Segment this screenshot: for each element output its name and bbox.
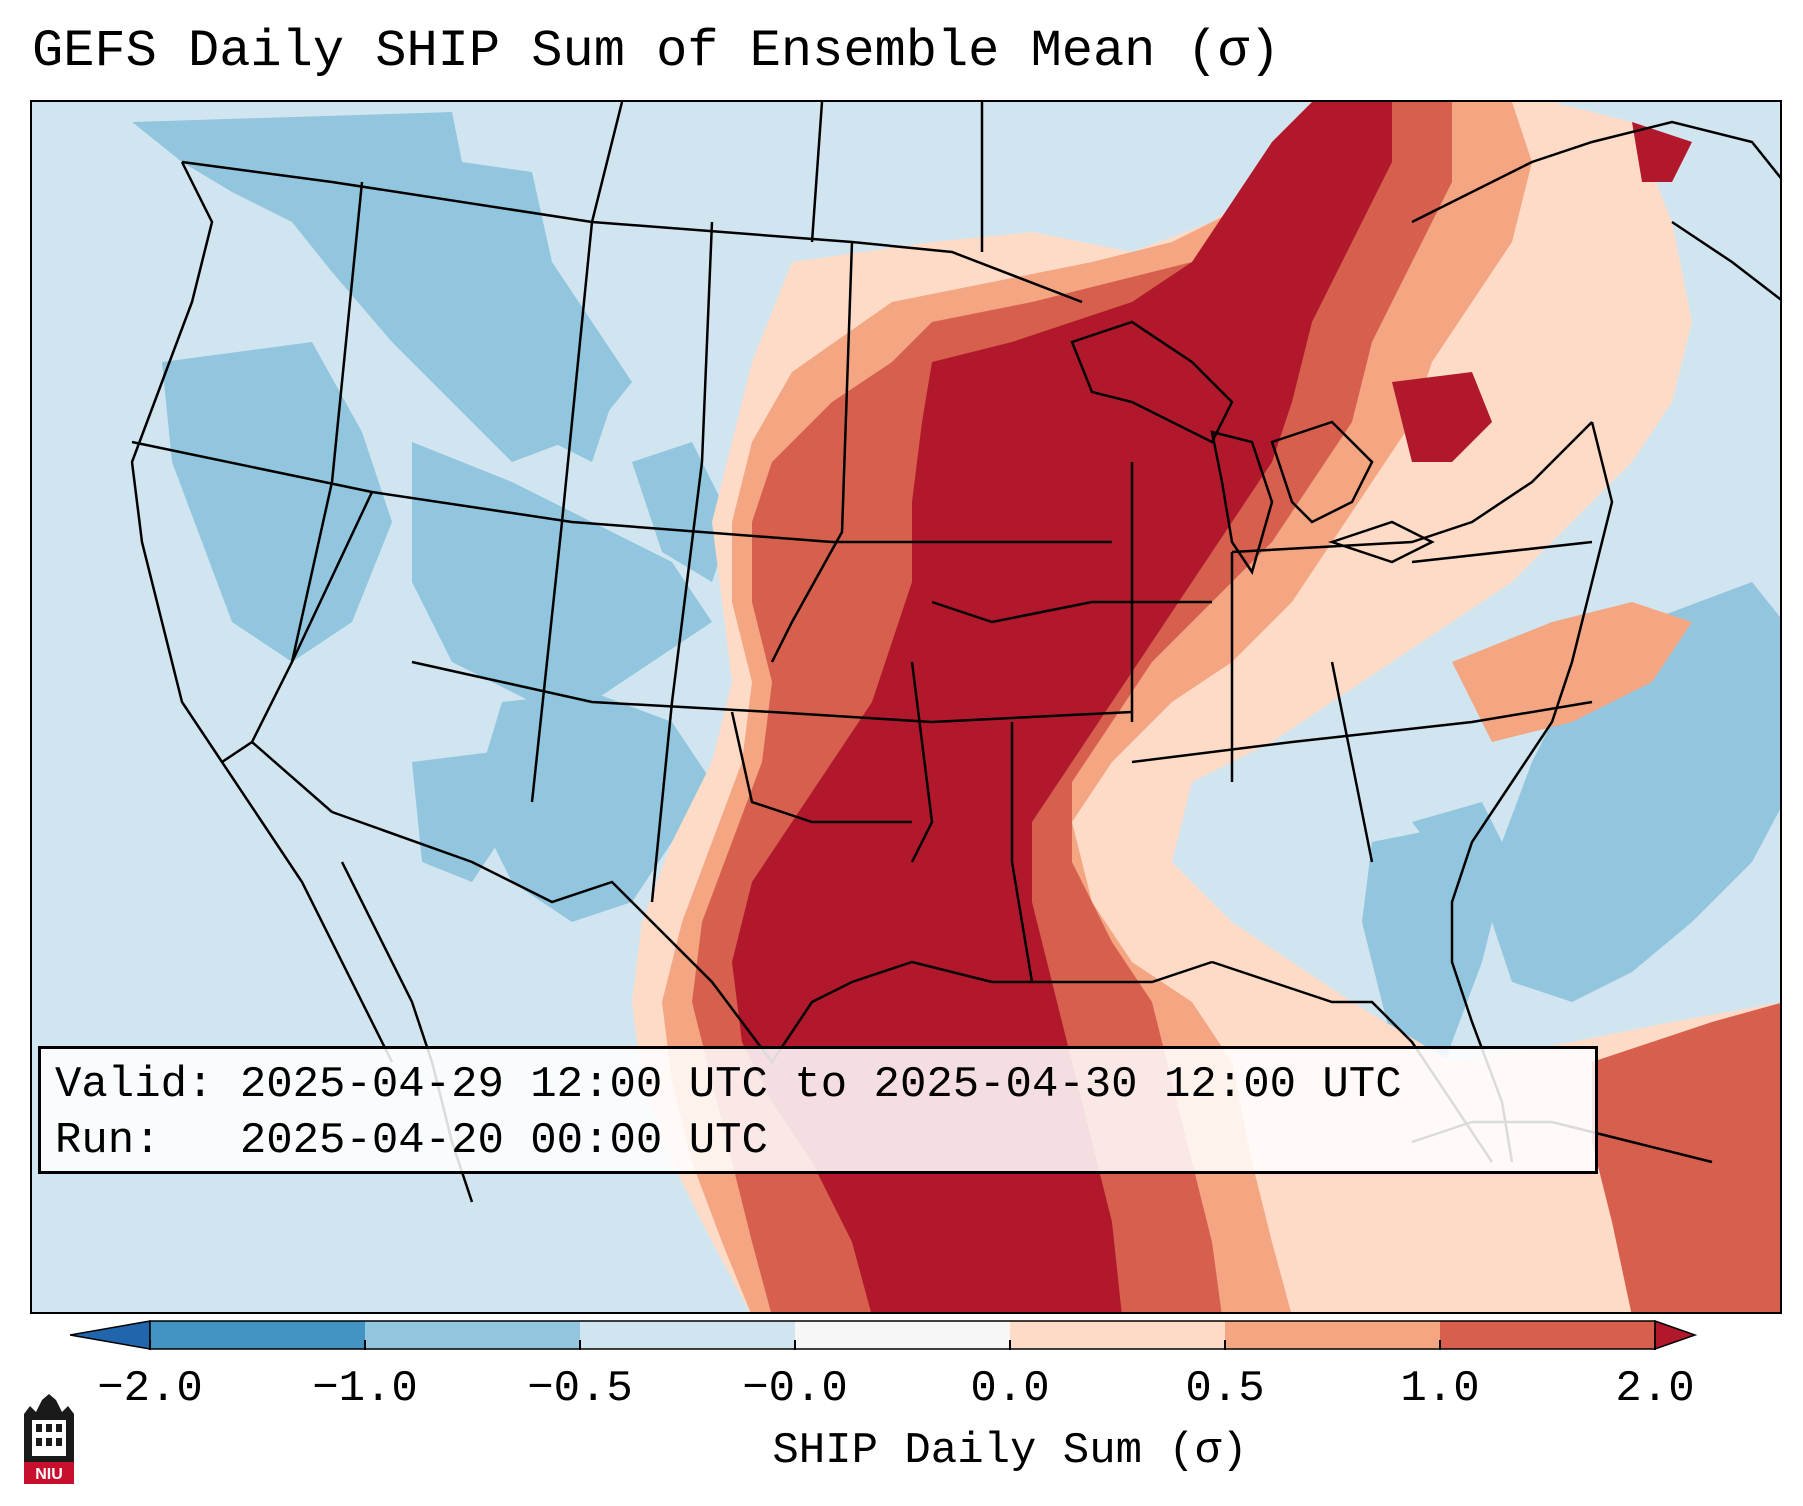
colorbar-tick-label: −0.5 [527,1364,633,1414]
colorbar-segment [795,1321,1010,1349]
colorbar-tick-label: 1.0 [1400,1364,1480,1414]
logo-text: NIU [35,1466,63,1483]
niu-logo-icon: NIU [24,1394,74,1484]
colorbar-tick-label: 0.5 [1185,1364,1265,1414]
info-box: Valid: 2025-04-29 12:00 UTC to 2025-04-3… [38,1046,1598,1174]
colorbar [70,1320,1698,1351]
valid-time-text: Valid: 2025-04-29 12:00 UTC to 2025-04-3… [55,1060,1402,1110]
positive-anomaly-regions [632,102,1780,1312]
colorbar-tick-label: 0.0 [970,1364,1050,1414]
state-boundaries [130,102,1780,1203]
colorbar-segment [150,1321,365,1349]
colorbar-outline [149,1320,1656,1350]
run-time-text: Run: 2025-04-20 00:00 UTC [55,1116,768,1166]
map-title: GEFS Daily SHIP Sum of Ensemble Mean (σ) [32,22,1281,81]
colorbar-tick-label: −2.0 [97,1364,203,1414]
colorbar-tick-label: −0.0 [742,1364,848,1414]
colorbar-label: SHIP Daily Sum (σ) [772,1426,1248,1476]
colorbar-extend-low [70,1320,151,1350]
colorbar-tick-label: 2.0 [1615,1364,1695,1414]
colorbar-extend-high [1654,1320,1698,1351]
colorbar-segment [1440,1321,1655,1349]
colorbar-segment [580,1321,795,1349]
negative-anomaly-regions [132,112,1780,1102]
colorbar-segment [1010,1321,1225,1349]
colorbar-segment [1225,1321,1440,1349]
colorbar-tick-label: −1.0 [312,1364,418,1414]
colorbar-segment [365,1321,580,1349]
